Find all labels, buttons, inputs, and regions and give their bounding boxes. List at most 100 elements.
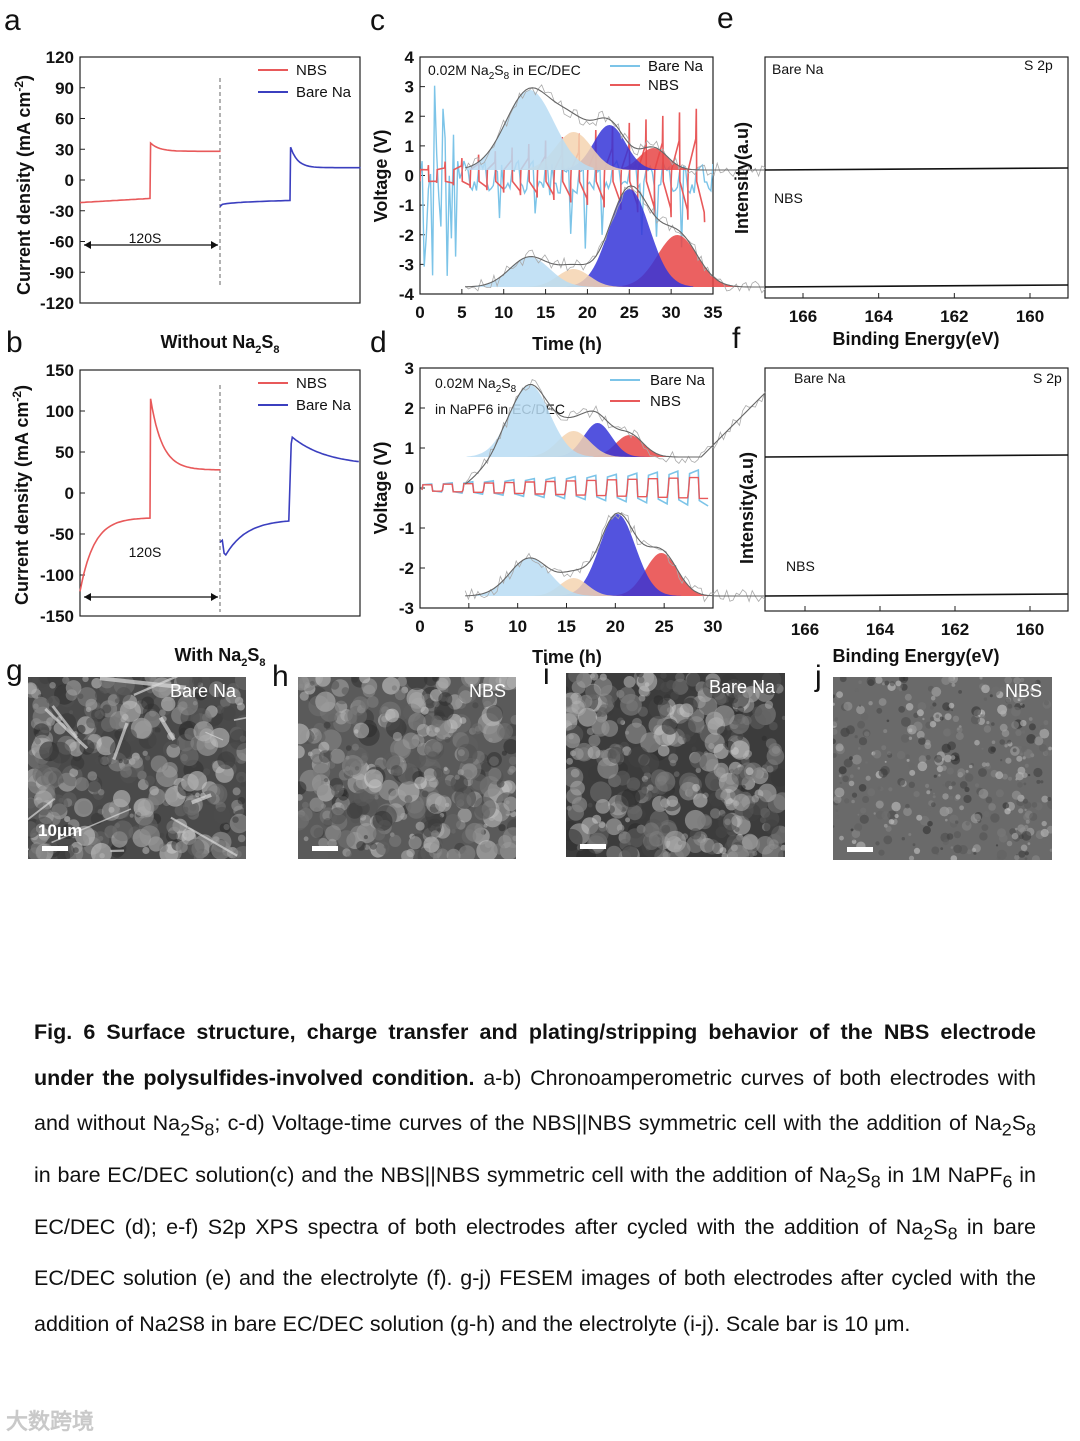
sem-grain [926,790,931,795]
sem-grain [833,694,836,699]
sem-grain [724,818,731,826]
sem-grain [375,841,390,856]
sem-grain [1017,698,1021,702]
y-tick-c-label: -4 [399,285,415,304]
sem-grain [969,764,973,769]
sem-grain [1004,808,1011,815]
sem-grain [981,762,987,767]
sem-grain [161,696,176,712]
y-tick-b-label: -100 [40,566,74,585]
sem-grain [917,761,928,772]
sem-grain [876,707,883,714]
sem-grain [400,812,408,820]
sem-grain [925,783,930,788]
legend-nbs-b: NBS [296,375,327,392]
sem-grain [566,757,573,765]
sem-texture-j [833,677,1052,860]
sem-fiber [191,793,212,805]
sem-grain [878,698,887,706]
sem-grain [862,796,870,803]
sem-grain [974,739,980,746]
sem-grain [1005,698,1011,704]
sem-grain [945,818,948,822]
sem-grain [94,710,104,720]
sem-grain [1005,757,1012,764]
top-label-f: Bare Na [794,370,846,386]
sem-grain [94,757,103,765]
sem-grain [860,712,869,721]
caption-sub: 2 [923,1222,934,1243]
sem-grain [713,743,729,759]
sem-grain [930,695,936,701]
sem-grain [570,768,580,778]
sem-grain [309,680,315,686]
series-nbs-b [79,398,221,592]
sem-grain [65,680,82,696]
sem-grain [991,722,995,726]
sem-grain [438,692,453,707]
sem-label-h: NBS [468,681,506,701]
panel-e: e 166 164 162 160 Intensity(a.u) Binding En… [464,2,1069,349]
sem-grain [416,723,430,737]
y-tick-d-label: 2 [405,399,414,418]
sem-grain [908,762,915,770]
sem-grain [883,823,888,828]
sem-grain [955,732,964,741]
sem-grain [660,798,670,808]
sem-grain [1049,848,1052,852]
sem-grain [443,766,448,771]
sem-grain [654,771,676,792]
legend-bare-a: Bare Na [296,84,352,101]
caption-part-1: a-b) Chronoamperometric curves of both e… [34,1065,1036,1136]
sem-grain [942,784,945,787]
sem-grain [1020,720,1027,727]
sem-grain [454,774,460,780]
sem-grain [143,710,161,728]
sem-grain [878,849,885,856]
sem-label-j: NBS [1004,681,1042,701]
sem-grain [730,740,750,760]
sem-grain [1043,700,1049,706]
sem-grain [843,758,853,768]
sem-grain [764,819,779,835]
caption-sub: 8 [947,1222,958,1243]
sem-grain [597,707,608,717]
sem-grain [102,704,112,714]
sem-grain [1028,717,1033,721]
sem-grain [834,787,845,798]
sem-grain [576,846,596,857]
x-tick-d-label: 10 [508,617,527,636]
peak-label-f: S 2p [1033,370,1062,386]
sem-grain [851,839,857,844]
f-bare-peak [509,431,638,457]
sem-grain [502,827,516,848]
sem-grain [298,814,307,831]
sem-grain [444,814,461,830]
sem-grain [396,677,407,687]
sem-grain [436,848,449,859]
sem-grain [330,680,340,690]
f-bare-envelope [464,383,766,485]
sem-grain [1015,772,1024,781]
x-tick-e-label: 164 [864,307,893,326]
sem-grain [1021,831,1032,841]
sem-grain [69,768,79,777]
sem-grain [742,687,753,698]
sem-grain [327,761,336,769]
sem-grain [779,826,785,833]
sem-grain [842,775,849,783]
sem-grain [159,709,166,717]
sem-grain [986,721,990,725]
x-axis-label-c: Time (h) [532,334,602,354]
caption-sub: 2 [846,1171,857,1192]
panel-letter-a: a [4,4,21,37]
sem-fiber [44,707,89,750]
sem-grain [606,845,622,857]
sem-grain [662,851,671,857]
sem-grain [858,737,868,746]
sem-grain [232,787,241,796]
sem-grain [74,798,93,817]
sem-grain [315,677,331,687]
note-d-line1: 0.02M Na2S8 [435,375,517,395]
sem-grain [924,739,931,746]
